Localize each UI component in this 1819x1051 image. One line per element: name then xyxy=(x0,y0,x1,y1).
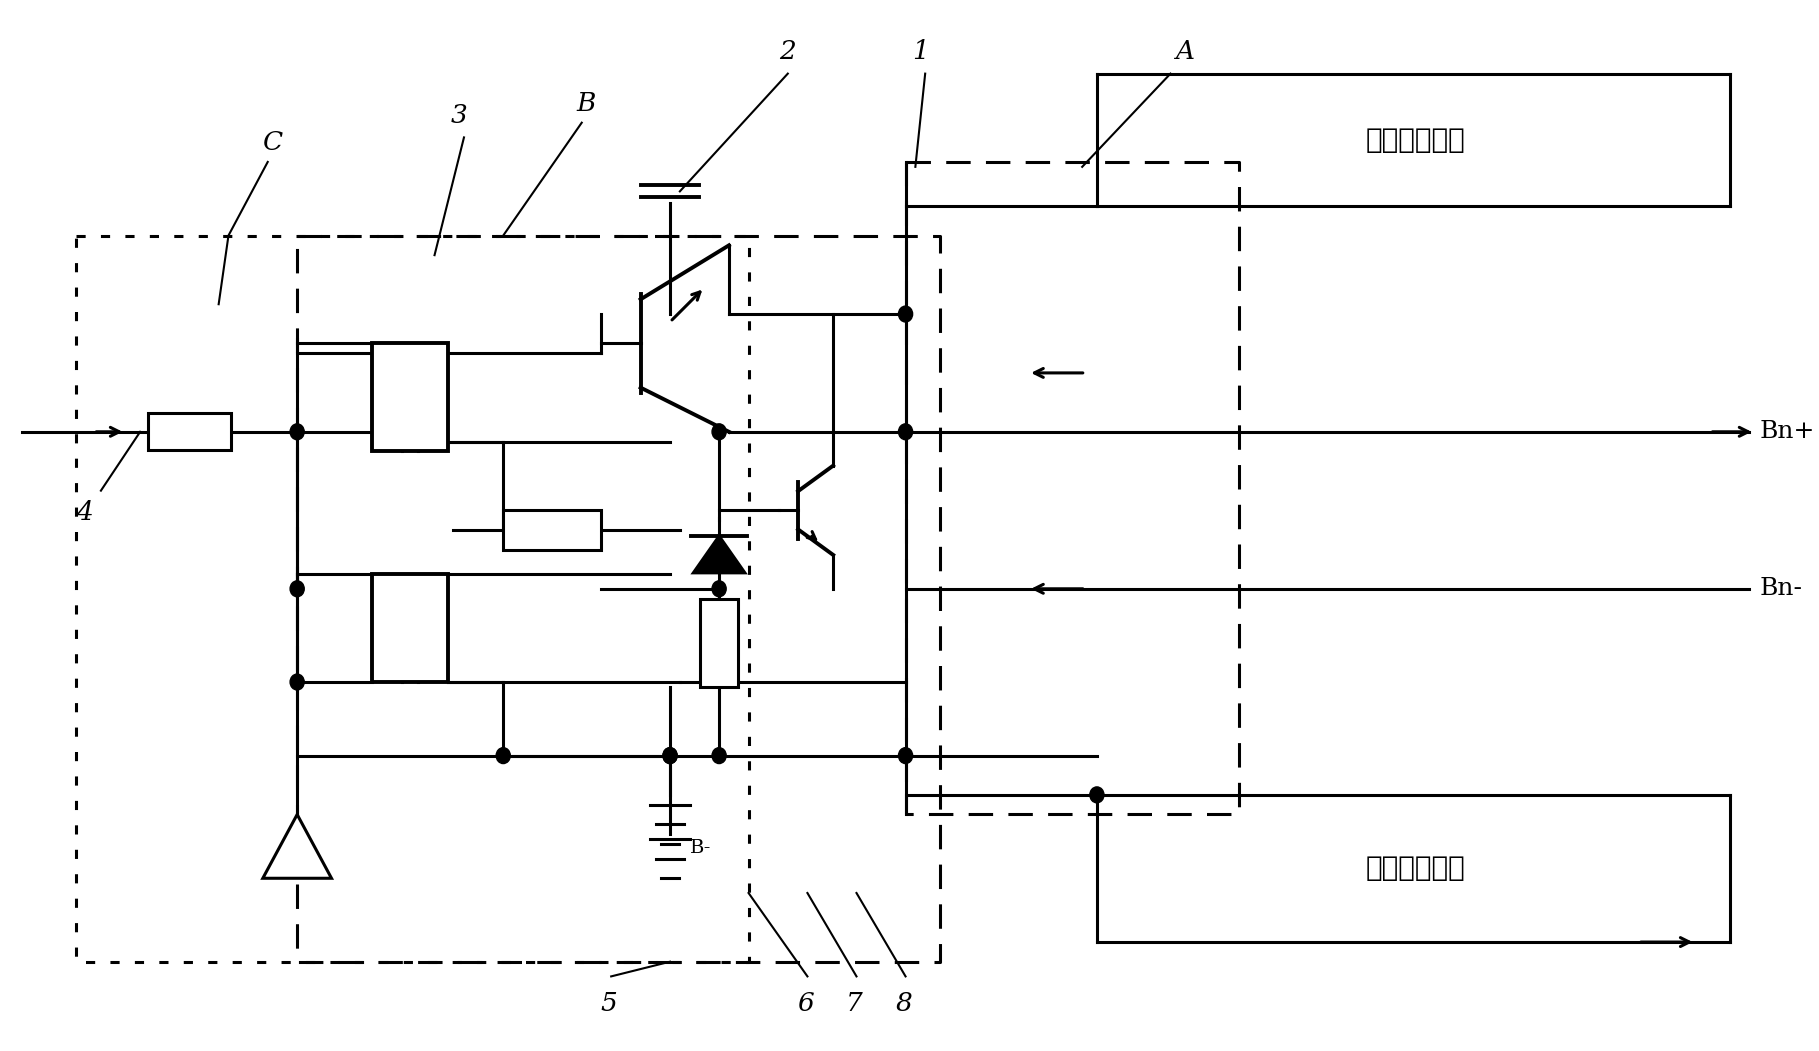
Ellipse shape xyxy=(497,747,511,764)
Text: B-: B- xyxy=(689,839,711,857)
Bar xyxy=(700,599,739,687)
Text: Bn-: Bn- xyxy=(1759,577,1803,600)
Text: B: B xyxy=(577,90,597,116)
Text: 7: 7 xyxy=(846,991,862,1016)
Text: 3: 3 xyxy=(451,103,467,127)
Ellipse shape xyxy=(289,581,304,597)
Polygon shape xyxy=(262,815,331,879)
Text: A: A xyxy=(1175,39,1195,64)
Ellipse shape xyxy=(711,581,726,597)
Text: 1: 1 xyxy=(911,39,930,64)
Bar xyxy=(371,574,447,682)
Ellipse shape xyxy=(662,747,677,764)
Text: 2: 2 xyxy=(779,39,797,64)
Ellipse shape xyxy=(289,674,304,689)
Bar xyxy=(504,511,602,550)
Ellipse shape xyxy=(899,424,913,439)
Ellipse shape xyxy=(711,747,726,764)
Bar xyxy=(147,413,231,451)
Polygon shape xyxy=(693,536,744,573)
Text: 4: 4 xyxy=(76,500,93,526)
Text: 8: 8 xyxy=(895,991,911,1016)
Text: 均衡电源正极: 均衡电源正极 xyxy=(1366,126,1466,154)
Bar xyxy=(371,344,447,452)
Ellipse shape xyxy=(289,424,304,439)
Ellipse shape xyxy=(1090,787,1104,803)
Ellipse shape xyxy=(662,747,677,764)
Ellipse shape xyxy=(899,747,913,764)
Text: Bn+: Bn+ xyxy=(1759,420,1815,444)
Ellipse shape xyxy=(899,306,913,322)
Text: C: C xyxy=(262,130,284,156)
Ellipse shape xyxy=(711,424,726,439)
Text: 5: 5 xyxy=(600,991,618,1016)
Text: 均衡电源负极: 均衡电源负极 xyxy=(1366,854,1466,883)
Text: 6: 6 xyxy=(797,991,813,1016)
